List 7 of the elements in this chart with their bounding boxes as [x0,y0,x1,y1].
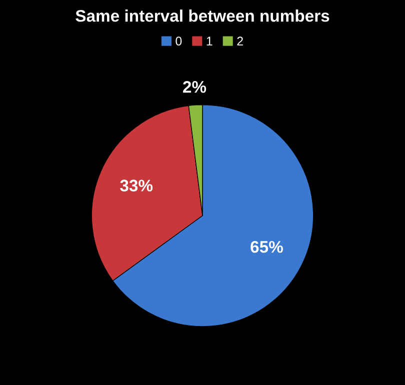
chart-title: Same interval between numbers [76,10,330,22]
data-label: 33% [120,180,153,192]
data-label: 65% [250,240,283,253]
data-label: 2% [183,81,206,93]
legend-label: 1 [206,36,212,46]
legend-label: 2 [237,36,243,46]
legend-label: 0 [176,36,182,46]
